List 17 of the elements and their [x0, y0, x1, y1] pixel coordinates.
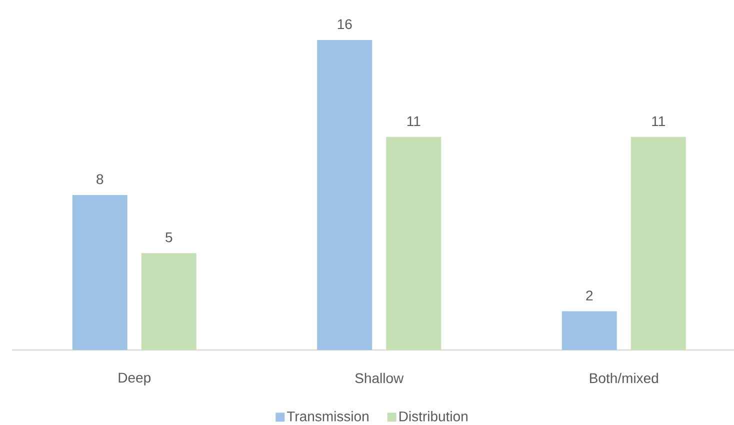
- data-label: 11: [652, 116, 665, 126]
- data-label: 16: [338, 19, 352, 30]
- data-label: 5: [166, 232, 172, 242]
- x-tick-label: Both/mixed: [590, 372, 658, 384]
- x-tick-label: Shallow: [355, 372, 404, 384]
- data-label: 2: [586, 290, 593, 300]
- bar: [72, 195, 128, 350]
- bar: [141, 253, 196, 350]
- bar: [386, 136, 442, 350]
- bar: [562, 311, 617, 350]
- legend-label: Transmission: [286, 411, 368, 422]
- bar: [317, 40, 372, 350]
- bar: [630, 136, 686, 350]
- data-label: 8: [96, 174, 104, 184]
- x-tick-label: Deep: [118, 372, 151, 386]
- legend-label: Distribution: [400, 411, 468, 422]
- data-label: 11: [407, 116, 420, 126]
